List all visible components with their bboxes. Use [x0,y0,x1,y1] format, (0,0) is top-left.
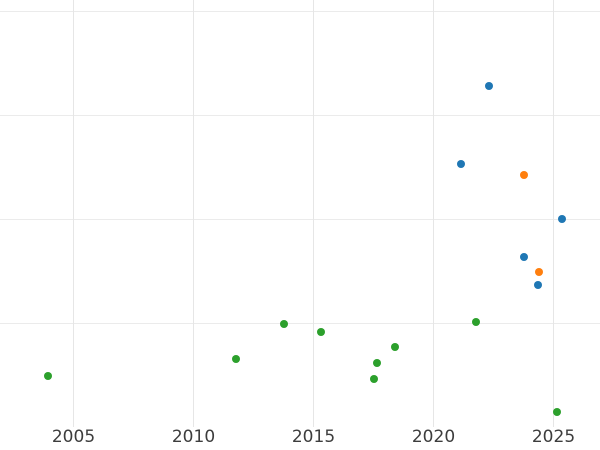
data-point-blue [557,215,566,223]
data-point-green [316,328,325,336]
data-point-green [231,355,240,363]
data-point-blue [457,160,466,168]
data-point-blue [533,281,542,289]
vertical-gridline [72,0,75,427]
vertical-gridline [552,0,555,427]
data-point-blue [519,253,528,261]
vertical-gridline [312,0,315,427]
vertical-gridline [192,0,195,427]
horizontal-gridline [0,114,600,117]
data-point-blue [484,82,493,90]
data-point-green [553,408,562,416]
x-tick-label: 2010 [171,427,216,447]
x-tick-label: 2005 [51,427,96,447]
horizontal-gridline [0,218,600,221]
data-point-green [471,318,480,326]
x-tick-label: 2020 [411,427,456,447]
vertical-gridline [432,0,435,427]
data-point-orange [519,171,528,179]
data-point-green [369,375,378,383]
horizontal-gridline [0,322,600,325]
data-point-orange [535,268,544,276]
x-tick-label: 2025 [531,427,576,447]
data-point-green [391,343,400,351]
x-tick-label: 2015 [291,427,336,447]
data-point-green [44,372,53,380]
data-point-green [373,359,382,367]
data-point-green [279,320,288,328]
horizontal-gridline [0,10,600,13]
